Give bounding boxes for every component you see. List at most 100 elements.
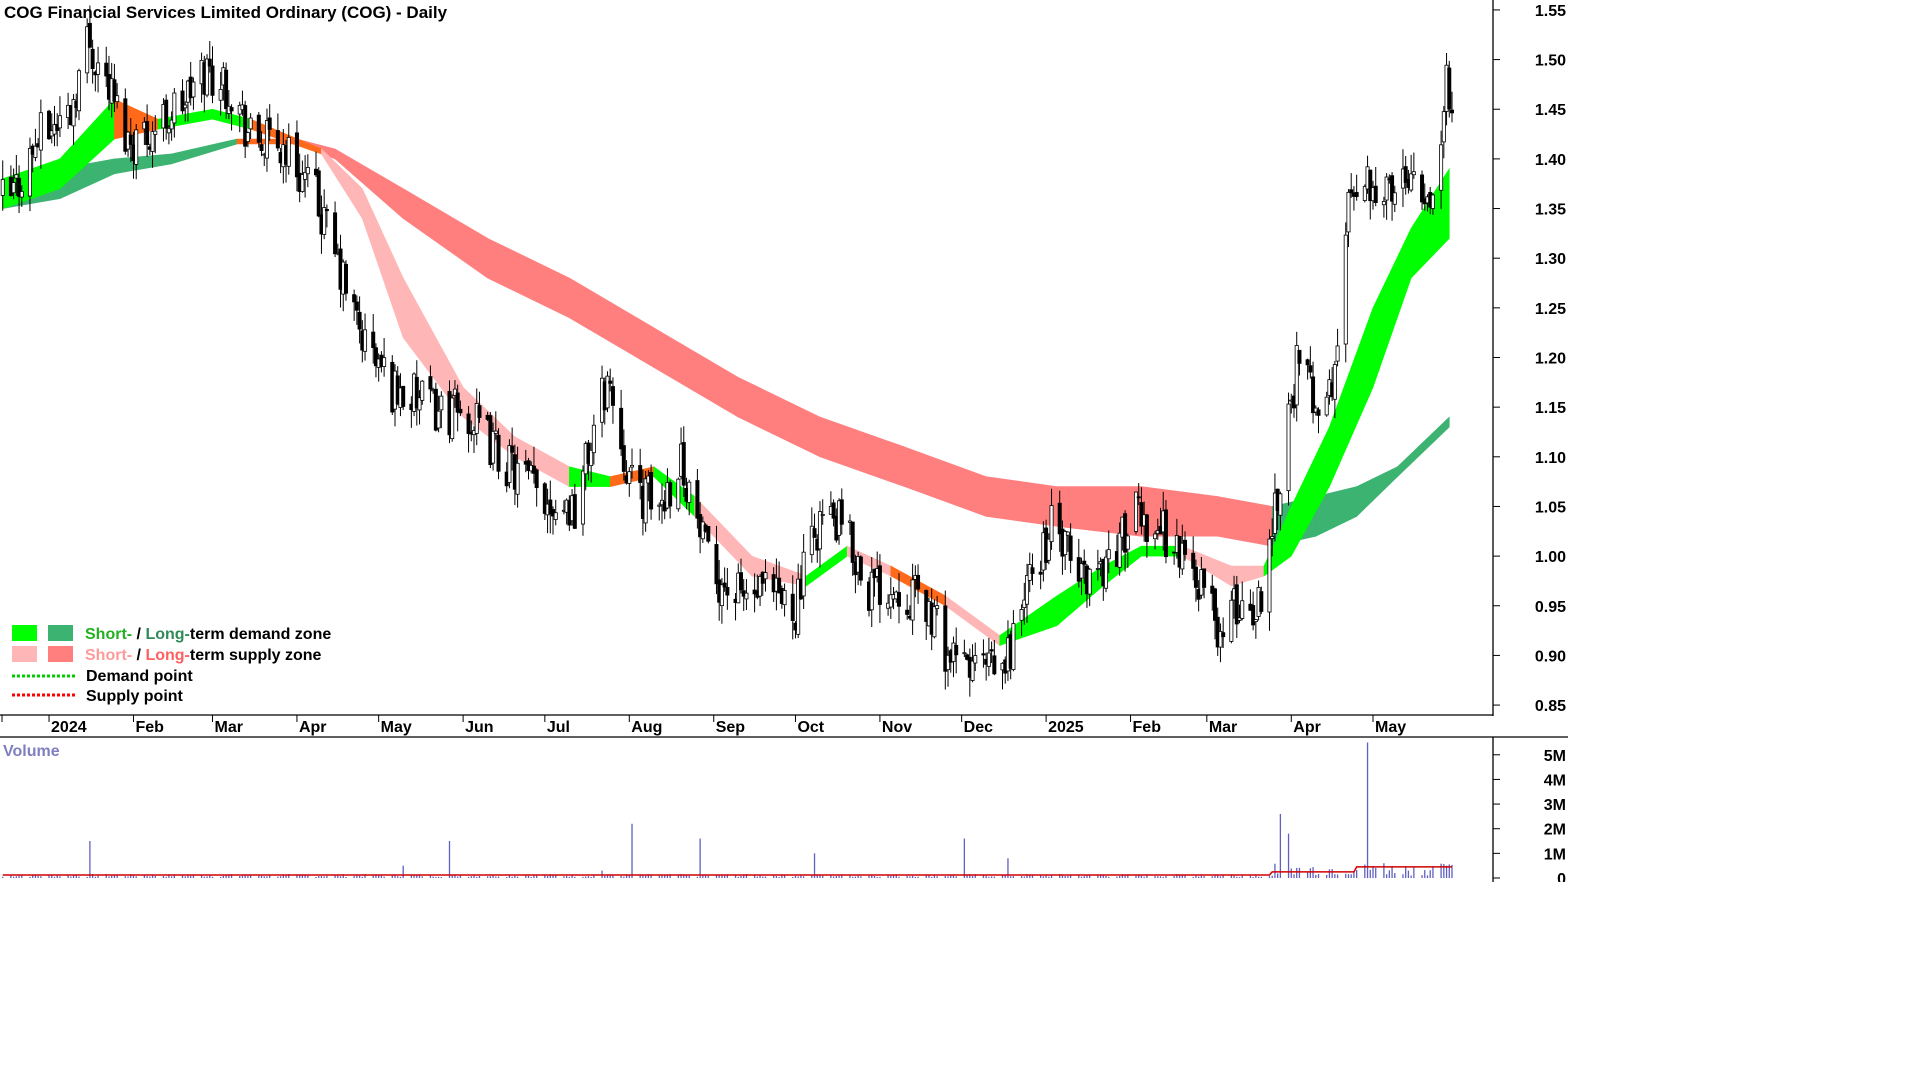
candle-body bbox=[1068, 535, 1073, 561]
candle-body bbox=[706, 525, 711, 542]
candle-body bbox=[357, 311, 362, 330]
candle-body bbox=[172, 92, 177, 124]
candle-body bbox=[1373, 185, 1378, 203]
candle-body bbox=[474, 403, 479, 434]
candle-body bbox=[1267, 538, 1272, 613]
candle-body bbox=[1237, 617, 1242, 621]
month-tick-label: Feb bbox=[1133, 719, 1162, 736]
candle-body bbox=[333, 212, 338, 255]
candle-body bbox=[1202, 568, 1207, 588]
candle-body bbox=[115, 95, 120, 103]
candle-body bbox=[1136, 496, 1141, 499]
month-tick-label: Jun bbox=[465, 719, 493, 736]
candle-body bbox=[534, 469, 539, 489]
candle-body bbox=[458, 408, 463, 414]
candle-body bbox=[134, 129, 139, 165]
candle-body bbox=[477, 405, 482, 418]
long-term-band-segment bbox=[487, 237, 570, 319]
candle-body bbox=[850, 521, 855, 563]
candle-body bbox=[1095, 568, 1100, 570]
candle-body bbox=[1218, 631, 1223, 648]
candle-body bbox=[47, 110, 52, 140]
long-term-band-segment bbox=[1056, 486, 1142, 537]
candle-body bbox=[1046, 538, 1051, 561]
long-term-band-segment bbox=[114, 153, 172, 175]
candle-body bbox=[1311, 376, 1316, 414]
candle-body bbox=[1450, 109, 1455, 114]
candle-body bbox=[180, 90, 185, 112]
long-term-band-segment bbox=[904, 446, 987, 517]
month-tick-label: Feb bbox=[135, 719, 164, 736]
candle-body bbox=[1259, 591, 1264, 612]
candle-body bbox=[719, 584, 724, 607]
candle-body bbox=[205, 58, 210, 96]
long-term-band-segment bbox=[569, 277, 655, 368]
candle-body bbox=[1025, 575, 1030, 605]
candle-body bbox=[858, 556, 863, 581]
price-volume-chart: COG Financial Services Limited Ordinary … bbox=[0, 0, 1568, 882]
candle-body bbox=[104, 62, 109, 77]
candle-body bbox=[970, 660, 975, 681]
candle-body bbox=[839, 499, 844, 525]
candle-body bbox=[1346, 191, 1351, 233]
candle-body bbox=[1191, 552, 1196, 569]
month-tick-label: May bbox=[381, 719, 412, 736]
month-tick-label: Jul bbox=[547, 719, 570, 736]
candle-body bbox=[738, 572, 743, 591]
candle-body bbox=[695, 480, 700, 519]
candle-body bbox=[401, 385, 406, 407]
candle-body bbox=[87, 22, 92, 48]
candle-body bbox=[267, 117, 272, 130]
candle-body bbox=[973, 655, 978, 664]
candle-body bbox=[1163, 509, 1168, 558]
price-tick-label: 1.55 bbox=[1535, 3, 1566, 20]
candle-body bbox=[322, 207, 327, 235]
candle-body bbox=[1349, 189, 1354, 194]
legend-supply-zone: Short- / Long-term supply zone bbox=[85, 647, 322, 664]
candle-body bbox=[229, 107, 234, 112]
candle-body bbox=[580, 470, 585, 525]
candle-body bbox=[450, 397, 455, 440]
candle-body bbox=[1104, 556, 1109, 589]
candle-body bbox=[455, 392, 460, 413]
candle-body bbox=[1038, 571, 1043, 575]
candle-body bbox=[831, 502, 836, 519]
candle-body bbox=[85, 26, 90, 74]
candle-body bbox=[1144, 514, 1149, 542]
time-axis-ticks: 2024 Feb Mar Apr May Jun Jul Aug Sep Oct Nov Dec 202… bbox=[1, 715, 1406, 736]
candle-body bbox=[910, 579, 915, 621]
candle-body bbox=[1297, 349, 1302, 364]
long-term-band-segment bbox=[985, 476, 1058, 527]
candle-body bbox=[935, 605, 940, 609]
legend-swatch-long-supply bbox=[48, 646, 73, 662]
candle-body bbox=[1125, 535, 1130, 550]
candle-body bbox=[1362, 186, 1367, 201]
candle-body bbox=[245, 132, 250, 142]
candle-body bbox=[428, 376, 433, 390]
candle-body bbox=[812, 528, 817, 538]
month-tick-label: Mar bbox=[1209, 719, 1237, 736]
candle-body bbox=[553, 512, 558, 520]
price-tick-label: 1.15 bbox=[1535, 400, 1566, 417]
volume-tick-label: 5M bbox=[1544, 748, 1566, 765]
candle-body bbox=[19, 191, 24, 198]
candle-body bbox=[510, 445, 515, 453]
candle-body bbox=[256, 114, 261, 143]
price-tick-label: 1.40 bbox=[1535, 152, 1566, 169]
price-tick-label: 0.85 bbox=[1535, 698, 1566, 715]
candle-body bbox=[777, 577, 782, 594]
candle-body bbox=[264, 120, 269, 159]
candle-body bbox=[817, 511, 822, 550]
candle-body bbox=[153, 130, 158, 135]
price-tick-label: 1.45 bbox=[1535, 102, 1566, 119]
candle-body bbox=[1441, 111, 1446, 143]
month-tick-label: May bbox=[1375, 719, 1406, 736]
candle-body bbox=[414, 376, 419, 409]
candle-body bbox=[164, 99, 169, 129]
volume-axis-ticks: 5M 4M 3M 2M 1M 0 bbox=[1493, 748, 1566, 882]
candle-body bbox=[1221, 632, 1226, 638]
legend-demand-zone: Short- / Long-term demand zone bbox=[85, 626, 331, 643]
candle-body bbox=[1133, 491, 1138, 532]
volume-average-line bbox=[2, 866, 1452, 876]
candle-body bbox=[1057, 502, 1062, 535]
